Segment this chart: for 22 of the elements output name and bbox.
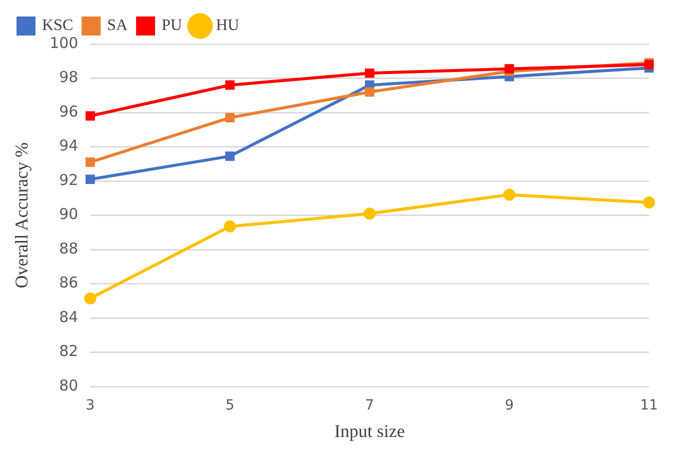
y-axis-title: Overall Accuracy % bbox=[12, 142, 32, 288]
y-tick-label: 94 bbox=[59, 136, 78, 155]
y-tick-label: 92 bbox=[59, 170, 78, 189]
x-tick-label: 11 bbox=[640, 398, 658, 414]
y-tick-label: 80 bbox=[59, 376, 78, 394]
x-tick-label: 9 bbox=[504, 398, 514, 414]
x-tick-label: 3 bbox=[86, 398, 95, 414]
x-tick-label: 7 bbox=[365, 398, 374, 414]
x-axis-title: Input size bbox=[334, 420, 405, 441]
y-tick-label: 98 bbox=[59, 68, 78, 86]
x-tick-label: 5 bbox=[225, 398, 234, 414]
y-tick-label: 82 bbox=[59, 342, 78, 360]
y-tick-label: 84 bbox=[59, 308, 78, 326]
y-tick-label: 88 bbox=[59, 239, 78, 258]
y-tick-label: 96 bbox=[59, 102, 78, 120]
legend-label: PU bbox=[162, 17, 182, 34]
y-tick-label: 100 bbox=[50, 34, 78, 52]
y-tick-label: 90 bbox=[59, 205, 78, 224]
legend-label: HU bbox=[216, 17, 240, 34]
legend-label: SA bbox=[107, 17, 128, 34]
legend-label: KSC bbox=[42, 17, 74, 34]
y-tick-label: 86 bbox=[59, 274, 78, 292]
